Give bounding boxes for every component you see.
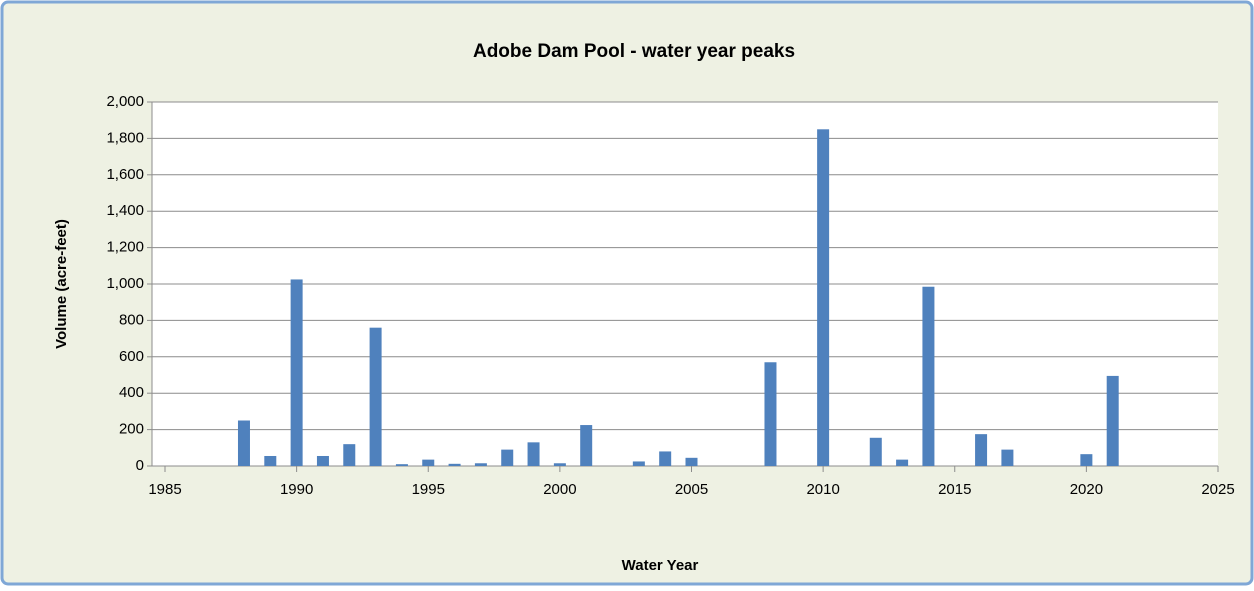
bar <box>764 362 777 466</box>
y-tick-label: 2,000 <box>106 93 144 110</box>
y-tick-label: 1,000 <box>106 275 144 292</box>
bar <box>896 459 909 466</box>
x-tick-label: 2015 <box>938 481 971 498</box>
bar <box>395 464 408 466</box>
y-tick-label: 800 <box>119 311 144 328</box>
x-tick-label: 2020 <box>1070 481 1103 498</box>
bar <box>474 463 487 466</box>
bar <box>343 444 356 466</box>
x-tick-label: 2010 <box>806 481 839 498</box>
bar <box>659 451 672 466</box>
x-tick-label: 2005 <box>675 481 708 498</box>
bar <box>817 129 830 467</box>
bar <box>422 459 435 466</box>
bar <box>290 279 303 466</box>
y-tick-label: 200 <box>119 421 144 438</box>
bar <box>975 434 988 466</box>
y-tick-label: 1,600 <box>106 166 144 183</box>
bar <box>553 463 566 466</box>
chart-title: Adobe Dam Pool - water year peaks <box>473 41 795 62</box>
y-axis-label: Volume (acre-feet) <box>53 219 70 349</box>
x-tick-label: 2025 <box>1201 481 1234 498</box>
y-tick-label: 0 <box>136 457 144 474</box>
bar <box>632 461 645 466</box>
bar <box>580 425 593 466</box>
y-tick-label: 1,200 <box>106 239 144 256</box>
y-tick-label: 600 <box>119 348 144 365</box>
x-tick-label: 1985 <box>148 481 181 498</box>
x-tick-label: 1990 <box>280 481 313 498</box>
bar <box>264 455 277 466</box>
bar <box>316 455 329 466</box>
bar <box>237 420 250 466</box>
bar <box>1001 449 1014 466</box>
bar <box>369 327 382 466</box>
bar <box>1080 454 1093 466</box>
y-tick-label: 1,800 <box>106 129 144 146</box>
y-tick-label: 1,400 <box>106 202 144 219</box>
y-tick-label: 400 <box>119 384 144 401</box>
bar <box>685 457 698 466</box>
bar <box>869 437 882 466</box>
bar <box>501 449 514 466</box>
bar <box>527 442 540 466</box>
bar <box>448 463 461 466</box>
bar <box>1106 375 1119 466</box>
x-tick-label: 2000 <box>543 481 576 498</box>
bar <box>922 286 935 466</box>
x-tick-label: 1995 <box>412 481 445 498</box>
x-axis-label: Water Year <box>622 557 699 574</box>
